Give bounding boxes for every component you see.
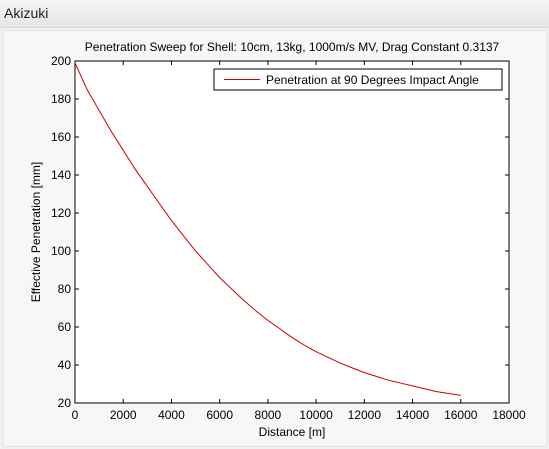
y-tick-label: 160 [51,130,71,144]
plot-area [74,60,510,404]
legend-box [213,68,503,91]
y-tick-label: 80 [58,282,72,296]
y-tick-label: 120 [51,206,71,220]
x-tick-label: 0 [72,408,79,422]
axes: 0 2000 4000 6000 8000 10000 12000 14000 16000 180… [51,54,526,422]
y-tick-label: 200 [51,54,71,68]
y-tick-label: 100 [51,244,71,258]
x-axis-ticks: 0 2000 4000 6000 8000 10000 12000 14000 16000 180… [72,61,526,422]
y-axis-label: Effective Penetration [mm] [29,162,43,303]
x-tick-label: 14000 [396,408,430,422]
x-tick-label: 6000 [206,408,233,422]
x-tick-label: 10000 [299,408,333,422]
window-title: Akizuki [4,5,49,21]
y-tick-label: 60 [58,320,72,334]
x-tick-label: 8000 [255,408,282,422]
legend-label: Penetration at 90 Degrees Impact Angle [266,73,479,87]
x-tick-label: 16000 [444,408,478,422]
y-tick-label: 40 [58,358,72,372]
x-tick-label: 12000 [348,408,382,422]
x-axis-label: Distance [m] [259,425,326,439]
series-lines [74,62,461,396]
chart-title: Penetration Sweep for Shell: 10cm, 13kg,… [85,40,500,54]
y-tick-label: 180 [51,92,71,106]
series-line [74,62,461,396]
x-tick-label: 4000 [158,408,185,422]
x-tick-label: 18000 [492,408,526,422]
window-titlebar[interactable]: Akizuki [0,0,549,28]
legend: Penetration at 90 Degrees Impact Angle [213,68,503,91]
y-tick-label: 20 [58,396,72,410]
x-tick-label: 2000 [110,408,137,422]
y-axis-ticks: 20 40 60 80 100 120 140 160 180 200 [51,54,509,410]
y-tick-label: 140 [51,168,71,182]
